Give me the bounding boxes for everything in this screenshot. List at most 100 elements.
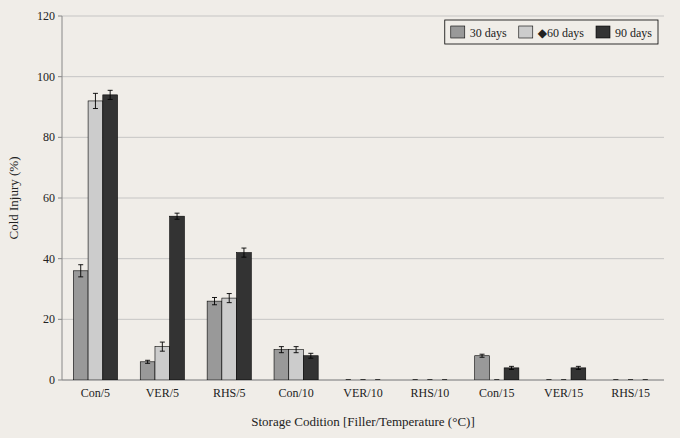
bar (222, 298, 237, 380)
bar (140, 362, 155, 380)
error-bar (509, 366, 514, 369)
grid-line (62, 16, 664, 17)
bar (542, 380, 557, 381)
error-bar (227, 294, 232, 303)
y-tick-label: 60 (43, 191, 55, 205)
legend-frame (445, 20, 658, 44)
chart-container: 0 20 40 60 80 100 120 Con/5 VER/5 RHS/5 Con/10 VER/… (0, 0, 680, 438)
error-bar (375, 380, 380, 381)
y-tick (58, 137, 62, 138)
legend-swatch (519, 26, 533, 38)
error-bar (442, 380, 447, 381)
legend: 30 days◆60 days90 days (445, 20, 658, 44)
error-bar (93, 93, 98, 108)
bar (623, 380, 638, 381)
y-axis-line (62, 16, 63, 380)
error-bar (613, 380, 618, 381)
error-bar (145, 360, 150, 363)
y-axis-label: Cold Injury (%) (6, 156, 21, 239)
x-tick-label: RHS/5 (213, 386, 246, 400)
chart: 0 20 40 60 80 100 120 Con/5 VER/5 RHS/5 Con/10 VER/… (0, 0, 680, 438)
y-tick (58, 76, 62, 77)
background (0, 0, 680, 438)
series (103, 95, 586, 380)
bar (73, 271, 88, 380)
bar (638, 380, 653, 381)
x-tick-label: Con/5 (81, 386, 110, 400)
error-bar (308, 353, 313, 358)
y-tick (58, 198, 62, 199)
error-bars (78, 265, 618, 380)
error-bar (427, 380, 432, 381)
error-bar (241, 248, 246, 257)
grid-line (62, 198, 664, 199)
error-bar (494, 380, 499, 381)
series (73, 271, 489, 380)
error-bar (160, 342, 165, 351)
error-bar (346, 380, 351, 381)
error-bar (561, 380, 566, 381)
error-bars (108, 90, 648, 380)
bar (303, 356, 318, 380)
y-tick-label: 100 (37, 70, 55, 84)
grid-line (62, 319, 664, 320)
legend-label: ◆60 days (538, 26, 585, 40)
error-bar (480, 354, 485, 357)
bar (437, 380, 452, 381)
grid-line (62, 76, 664, 77)
bar (423, 380, 438, 381)
bar (103, 95, 118, 380)
legend-swatch (451, 26, 465, 38)
error-bars (93, 93, 633, 380)
x-tick-label: RHS/10 (411, 386, 450, 400)
bar (88, 101, 103, 380)
bar (356, 380, 371, 381)
legend-swatch (596, 26, 610, 38)
bar (274, 350, 289, 380)
y-tick (58, 16, 62, 17)
error-bar (628, 380, 633, 381)
bar (237, 253, 252, 380)
grid (62, 16, 664, 380)
grid-line (62, 137, 664, 138)
bars (73, 90, 647, 380)
bar (170, 216, 185, 380)
error-bar (413, 380, 418, 381)
grid-line (62, 258, 664, 259)
bar (489, 380, 504, 381)
error-bar (576, 366, 581, 369)
y-tick-label: 0 (49, 373, 55, 387)
error-bar (175, 213, 180, 219)
bar (341, 380, 356, 381)
bar (155, 347, 170, 380)
y-tick (58, 380, 62, 381)
bar (207, 301, 222, 380)
y-tick-label: 80 (43, 130, 55, 144)
error-bar (643, 380, 648, 381)
x-tick-label: Con/10 (278, 386, 313, 400)
bar (408, 380, 423, 381)
y-tick-label: 120 (37, 9, 55, 23)
error-bar (78, 265, 83, 277)
x-tick-label: VER/10 (343, 386, 382, 400)
y-tick (58, 258, 62, 259)
error-bar (279, 347, 284, 353)
error-bar (361, 380, 366, 381)
bar (475, 356, 490, 380)
error-bar (108, 90, 113, 99)
bar (370, 380, 385, 381)
series (88, 101, 303, 380)
y-tick (58, 319, 62, 320)
y-tick-label: 40 (43, 252, 55, 266)
legend-label: 90 days (615, 26, 652, 40)
x-axis-label: Storage Codition [Filler/Temperature (°C… (251, 414, 474, 429)
axes: 0 20 40 60 80 100 120 Con/5 VER/5 RHS/5 Con/10 VER/… (37, 9, 664, 400)
error-bar (546, 380, 551, 381)
error-bar (212, 297, 217, 304)
bar (556, 380, 571, 381)
y-tick-label: 20 (43, 312, 55, 326)
x-tick-label: Con/15 (479, 386, 514, 400)
bar (289, 350, 304, 380)
x-tick-label: VER/5 (146, 386, 179, 400)
error-bar (294, 347, 299, 353)
